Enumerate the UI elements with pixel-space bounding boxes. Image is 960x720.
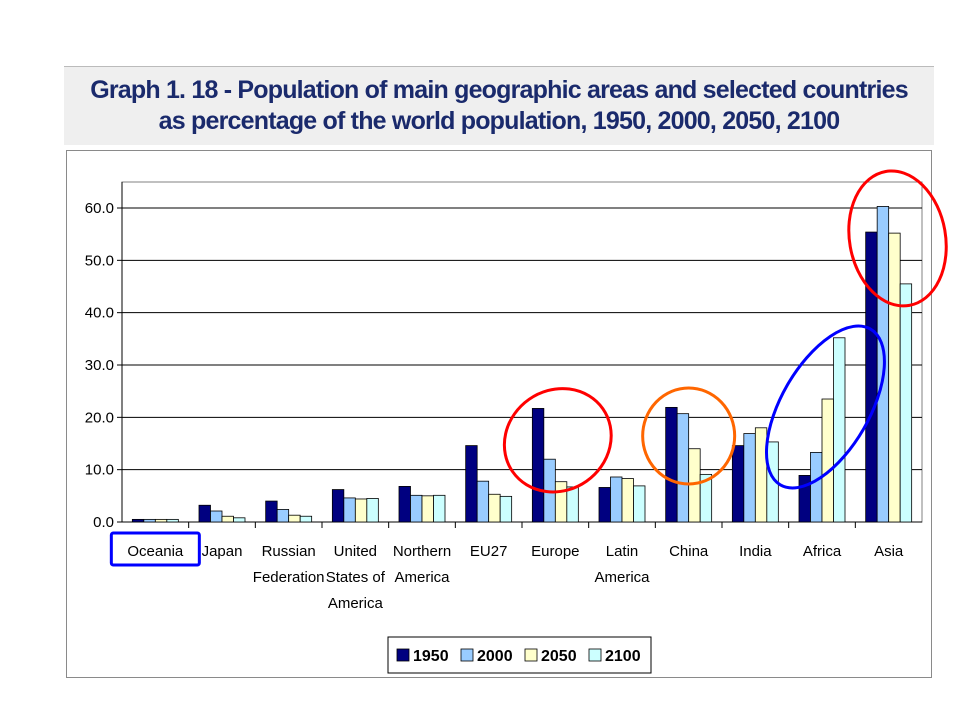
bar xyxy=(499,495,513,523)
y-tick-label: 50.0 xyxy=(85,252,114,269)
bar xyxy=(865,231,878,523)
bar xyxy=(131,518,145,523)
legend xyxy=(387,636,652,674)
bar xyxy=(221,515,234,523)
y-tick-label: 20.0 xyxy=(85,409,114,426)
legend-swatch xyxy=(396,648,410,662)
bar xyxy=(288,514,301,523)
x-category-label: Oceania xyxy=(127,543,184,560)
legend-swatch xyxy=(588,648,602,662)
annotation-box xyxy=(109,531,201,567)
bar xyxy=(610,476,623,523)
bar xyxy=(433,494,446,523)
x-category-label: Japan xyxy=(202,543,243,560)
annotation-ellipse xyxy=(641,386,737,486)
bar xyxy=(265,500,278,523)
y-tick-label: 40.0 xyxy=(85,305,114,322)
legend-label: 2100 xyxy=(605,648,641,665)
bar xyxy=(833,337,846,523)
legend-swatch xyxy=(524,648,538,662)
legend-label: 1950 xyxy=(413,648,449,665)
bar xyxy=(676,413,690,523)
x-category-label: States of xyxy=(326,569,386,586)
chart-title-box: Graph 1. 18 - Population of main geograp… xyxy=(64,66,934,145)
bar xyxy=(476,480,490,523)
bar xyxy=(699,473,713,523)
bar xyxy=(731,445,745,523)
y-tick-label: 30.0 xyxy=(85,357,114,374)
x-category-label: United xyxy=(334,543,377,560)
bar xyxy=(143,518,156,523)
legend-swatch xyxy=(460,648,474,662)
x-category-label: America xyxy=(594,569,650,586)
y-tick-label: 10.0 xyxy=(85,462,114,479)
chart-frame xyxy=(66,150,932,678)
x-category-label: Latin xyxy=(606,543,639,560)
x-category-label: EU27 xyxy=(470,543,508,560)
bar xyxy=(488,493,501,523)
bar xyxy=(233,517,246,523)
bar xyxy=(421,495,434,523)
bar xyxy=(743,433,756,523)
bar xyxy=(366,498,379,523)
x-category-label: America xyxy=(328,595,384,612)
y-tick-label: 60.0 xyxy=(85,200,114,217)
x-category-label: India xyxy=(739,543,772,560)
bar xyxy=(821,398,834,523)
bar xyxy=(299,515,313,523)
x-category-label: Northern xyxy=(393,543,451,560)
bar xyxy=(410,494,423,523)
x-category-label: Asia xyxy=(874,543,904,560)
bar xyxy=(154,518,168,523)
x-category-label: America xyxy=(394,569,450,586)
bar xyxy=(354,498,368,523)
chart-title-line-1: Graph 1. 18 - Population of main geograp… xyxy=(90,76,908,104)
legend-label: 2050 xyxy=(541,648,577,665)
annotation-ellipse xyxy=(502,387,613,494)
bar xyxy=(554,481,568,523)
x-category-label: Federation xyxy=(253,569,325,586)
x-category-label: Russian xyxy=(262,543,316,560)
bar xyxy=(343,497,356,523)
bar xyxy=(810,451,823,523)
y-tick-label: 0.0 xyxy=(93,514,114,531)
x-category-label: Africa xyxy=(803,543,842,560)
bar xyxy=(598,487,611,523)
annotation-ellipse xyxy=(764,324,886,490)
x-category-label: China xyxy=(669,543,709,560)
bar xyxy=(398,486,411,523)
legend-label: 2000 xyxy=(477,648,513,665)
bar xyxy=(899,283,913,523)
bar xyxy=(888,232,901,523)
bar xyxy=(633,485,646,523)
bar xyxy=(566,486,579,523)
bar xyxy=(210,510,223,523)
bar xyxy=(754,427,768,523)
bar xyxy=(798,475,811,523)
bar xyxy=(465,445,478,523)
bar xyxy=(621,478,634,523)
bar xyxy=(331,489,345,523)
bar xyxy=(665,406,678,523)
chart-title-line-2: as percentage of the world population, 1… xyxy=(158,107,840,135)
annotation-ellipse xyxy=(847,169,948,308)
bar xyxy=(198,504,211,523)
bar xyxy=(531,408,545,523)
bar xyxy=(276,509,290,523)
plot-area xyxy=(121,181,923,523)
x-category-label: Europe xyxy=(531,543,579,560)
bar xyxy=(166,518,179,523)
